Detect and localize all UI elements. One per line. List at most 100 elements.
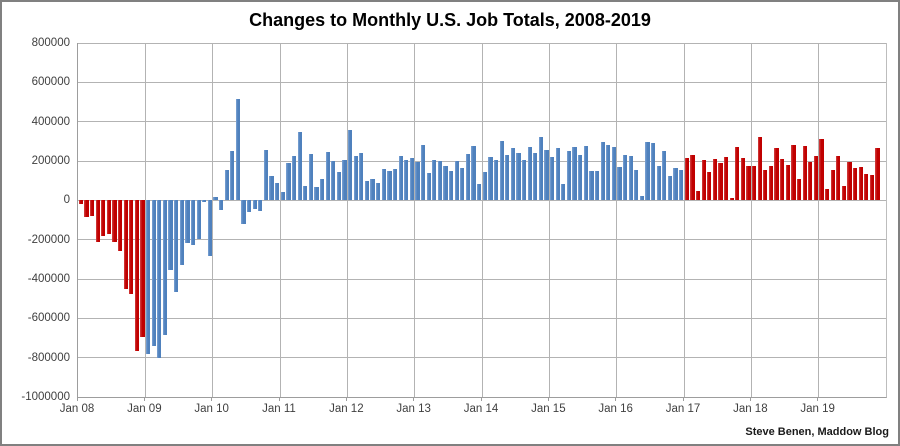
bar-month-24	[213, 196, 218, 201]
y-axis-tick-label--600000: -600000	[27, 312, 70, 325]
bar-month-108	[684, 157, 689, 201]
job-totals-bar-chart-plot-area	[77, 42, 887, 398]
bar-month-76	[505, 155, 510, 201]
x-axis-tick-label-jan-12: Jan 12	[329, 403, 364, 415]
bar-month-9	[129, 200, 134, 294]
bar-month-69	[465, 153, 471, 201]
bar-month-132	[819, 138, 824, 201]
bar-month-19	[185, 200, 190, 243]
bar-month-114	[718, 163, 723, 201]
bar-month-17	[174, 200, 179, 293]
bar-month-2	[89, 200, 95, 217]
bar-month-70	[471, 146, 476, 201]
bar-month-73	[488, 156, 493, 201]
v-gridline-month-84	[548, 43, 550, 397]
bar-month-140	[864, 173, 869, 201]
x-axis-tick-mark-10	[749, 397, 751, 401]
x-axis-tick-label-jan-08: Jan 08	[59, 403, 95, 415]
bar-month-14	[157, 200, 162, 358]
bar-month-105	[667, 175, 673, 201]
y-axis-tick-label--400000: -400000	[27, 273, 70, 285]
y-axis-tick-label--1000000: -1000000	[21, 391, 70, 403]
bar-month-1	[84, 200, 89, 218]
v-gridline-month-36	[279, 43, 281, 397]
bar-month-133	[824, 189, 830, 201]
bar-month-43	[319, 179, 325, 201]
bar-month-109	[690, 154, 695, 201]
bar-month-6	[112, 200, 117, 242]
bar-month-124	[774, 147, 779, 201]
bar-month-127	[791, 144, 796, 201]
bar-month-141	[869, 175, 875, 201]
bar-month-115	[723, 156, 729, 201]
x-axis-tick-label-jan-19: Jan 19	[800, 403, 835, 415]
x-axis-tick-mark-11	[817, 397, 819, 401]
x-axis-tick-mark-0	[76, 397, 78, 401]
bar-month-82	[538, 137, 543, 201]
bar-month-96	[617, 167, 622, 201]
x-axis-tick-label-jan-14: Jan 14	[463, 403, 499, 415]
bar-month-71	[477, 183, 482, 201]
x-axis-tick-mark-9	[682, 397, 684, 401]
bar-month-67	[454, 160, 459, 201]
bar-month-120	[752, 165, 757, 201]
bar-month-103	[656, 165, 661, 201]
v-gridline-month-24	[212, 43, 214, 397]
bar-month-107	[679, 169, 684, 201]
v-gridline-month-48	[346, 43, 348, 397]
bar-month-42	[314, 186, 319, 201]
bar-month-121	[757, 136, 762, 201]
bar-month-110	[695, 190, 701, 201]
bar-month-23	[207, 200, 212, 256]
bar-month-97	[622, 154, 628, 201]
bar-month-112	[707, 171, 712, 201]
v-gridline-month-108	[683, 43, 685, 397]
bar-month-12	[146, 200, 151, 355]
x-axis-tick-mark-1	[143, 397, 145, 401]
bar-month-134	[830, 170, 835, 201]
bar-month-100	[639, 195, 644, 201]
bar-month-60	[415, 161, 420, 201]
bar-month-116	[729, 197, 734, 201]
x-axis-tick-label-jan-18: Jan 18	[733, 403, 768, 415]
v-gridline-month-60	[414, 43, 416, 397]
bar-month-66	[449, 171, 454, 201]
bar-month-29	[241, 200, 246, 225]
bar-month-51	[364, 181, 370, 201]
x-axis-tick-mark-2	[211, 397, 213, 401]
bar-month-91	[589, 170, 594, 201]
bar-month-79	[521, 160, 527, 201]
bar-month-38	[291, 156, 297, 201]
bar-month-72	[482, 172, 487, 201]
bar-month-16	[168, 200, 173, 270]
bar-month-33	[263, 149, 269, 201]
bar-month-95	[611, 147, 616, 201]
x-axis-tick-label-jan-13: Jan 13	[396, 403, 431, 415]
bar-month-59	[409, 158, 414, 201]
x-axis-tick-mark-4	[345, 397, 347, 401]
bar-month-57	[398, 156, 403, 201]
bar-month-81	[533, 152, 538, 201]
bar-month-125	[780, 159, 785, 201]
bar-month-32	[258, 200, 263, 211]
x-axis-tick-mark-3	[278, 397, 280, 401]
v-gridline-month-120	[750, 43, 752, 397]
bar-month-139	[858, 167, 863, 201]
bar-month-123	[768, 165, 774, 201]
bar-month-126	[785, 165, 790, 201]
y-axis-tick-label-800000: 800000	[31, 37, 70, 49]
bar-month-138	[853, 168, 858, 201]
bar-month-50	[359, 152, 364, 201]
bar-month-129	[802, 145, 807, 201]
bar-month-65	[443, 165, 448, 201]
bar-month-78	[516, 152, 521, 201]
bar-month-93	[600, 142, 605, 201]
bar-month-10	[134, 200, 139, 351]
bar-month-21	[196, 200, 201, 240]
bar-month-0	[78, 200, 83, 204]
bar-month-8	[123, 200, 128, 290]
bar-month-15	[162, 200, 168, 336]
y-axis-tick-label-0: 0	[63, 194, 70, 207]
bar-month-101	[645, 141, 650, 201]
